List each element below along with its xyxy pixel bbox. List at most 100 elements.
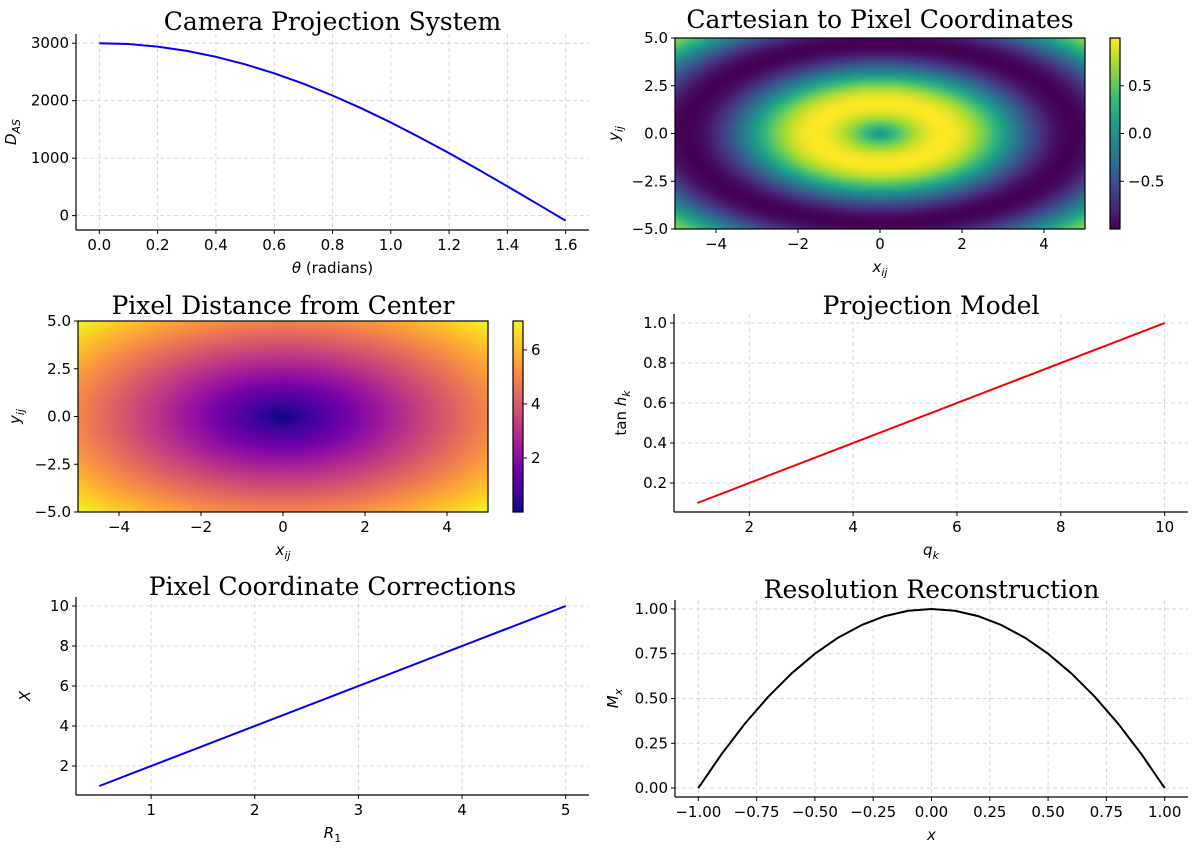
y-tick-label: 2 [59,757,69,775]
x-tick-label: 1.2 [437,236,461,254]
x-tick-label: 0.8 [321,236,345,254]
panel-p6: Resolution Reconstruction −1.00 −0.75 −0.50… [604,575,1188,844]
colorbar-tick-label: 0.5 [1128,77,1152,95]
x-axis-label-base: R [324,824,334,842]
y-tick-label: 0.0 [644,125,668,143]
colorbar-tick-label: 2 [531,449,541,467]
y-axis-label-sub: x [612,688,625,696]
x-tick-label: 4 [457,801,467,819]
x-tick-label: 2 [360,518,370,536]
y-tick-label: 4 [59,717,69,735]
x-tick-label: 6 [952,518,962,536]
y-tick-label: 0.8 [643,354,667,372]
y-tick-label: 0.2 [643,474,667,492]
y-axis-label-var: h [612,397,630,407]
x-axis-label: xij [871,258,888,279]
x-tick-label: −2 [787,235,809,253]
x-tick-label: 0.2 [146,236,170,254]
x-tick-label: 2 [957,235,967,253]
y-tick-label: 1.00 [635,600,668,618]
x-tick-label: 8 [1056,518,1066,536]
x-axis-label: θ (radians) [292,259,373,277]
x-tick-label: 4 [848,518,858,536]
x-tick-label: −4 [108,518,130,536]
chart-title: Projection Model [823,291,1040,320]
x-tick-label: 0.4 [204,236,228,254]
x-tick-label: −2 [190,518,212,536]
colorbar-frame [512,320,524,513]
x-tick-label: 10 [1155,518,1174,536]
y-axis-label-sub: ij [613,125,626,132]
x-tick-label: 0.50 [1031,803,1064,821]
chart-title: Pixel Coordinate Corrections [149,572,517,601]
x-tick-label: 0.75 [1090,803,1123,821]
panel-p2: Cartesian to Pixel Coordinates −0.5 0.0 0.5… [605,5,1164,279]
y-axis-label: DAS [2,119,23,145]
x-tick-label: 0 [875,235,885,253]
x-tick-label: 1.6 [554,236,578,254]
colorbar-tick-label: 6 [531,341,541,359]
x-axis-label-base: x [926,826,936,844]
x-tick-label: −4 [705,235,727,253]
y-axis-label-tan: tan [612,406,630,435]
y-axis-label-sub: k [620,390,633,397]
x-axis-label-rest: (radians) [301,259,373,277]
heatmap-image [675,38,1085,229]
panel-p3: Pixel Distance from Center 2 4 6 −4 −2 0 2 4 −5.0… [6,291,541,562]
y-tick-label: −5.0 [35,503,71,521]
y-tick-label: 0.50 [635,690,668,708]
y-axis-label-base: X [16,690,34,702]
x-tick-label: 1 [146,801,156,819]
colorbar [513,321,523,512]
x-tick-label: 0.0 [87,236,111,254]
y-tick-label: 2.5 [47,360,71,378]
chart-title: Pixel Distance from Center [111,291,454,320]
y-tick-label: 0.4 [643,434,667,452]
y-tick-label: 0.0 [47,408,71,426]
y-tick-label: 0.00 [635,779,668,797]
x-tick-label: 1.0 [379,236,403,254]
y-tick-label: 0 [59,207,69,225]
x-tick-label: −0.50 [792,803,838,821]
x-axis-label: qk [923,541,940,562]
y-tick-label: −5.0 [632,220,668,238]
x-tick-label: 3 [354,801,364,819]
x-axis-label-base: q [923,541,933,559]
x-axis-label: xij [274,541,291,562]
y-axis-label: Mx [604,688,625,708]
y-tick-label: 2000 [31,92,69,110]
chart-title: Cartesian to Pixel Coordinates [686,5,1073,34]
x-tick-label: 4 [442,518,452,536]
y-tick-label: 0.75 [635,645,668,663]
y-tick-label: 6 [59,677,69,695]
x-axis-label-sub: 1 [334,832,341,845]
x-axis-label-sub: k [933,549,940,562]
y-tick-label: 2.5 [644,77,668,95]
y-tick-label: 1.0 [643,314,667,332]
x-axis-label-base: x [871,258,881,276]
y-axis-label-sub: AS [10,119,23,135]
x-tick-label: 5 [561,801,571,819]
series-line [697,322,1165,504]
y-tick-label: 5.0 [47,312,71,330]
series-line [98,605,567,787]
x-axis-label: x [926,826,936,844]
y-axis-label-base: y [605,131,623,142]
x-tick-label: 0.25 [973,803,1006,821]
x-axis-label-sub: ij [284,549,291,562]
y-axis-label: X [16,690,34,702]
y-tick-label: −2.5 [35,455,71,473]
chart-title: Camera Projection System [164,7,502,36]
y-axis-label-sub: ij [14,408,27,415]
y-axis-label: yij [605,125,626,142]
x-axis-label-sub: ij [881,266,888,279]
heatmap-image [78,321,488,512]
y-axis-label-base: D [2,133,20,145]
y-tick-label: 1000 [31,149,69,167]
x-tick-label: 0.6 [262,236,286,254]
x-tick-label: −0.25 [850,803,896,821]
x-tick-label: −0.75 [734,803,780,821]
x-tick-label: 1.00 [1148,803,1181,821]
